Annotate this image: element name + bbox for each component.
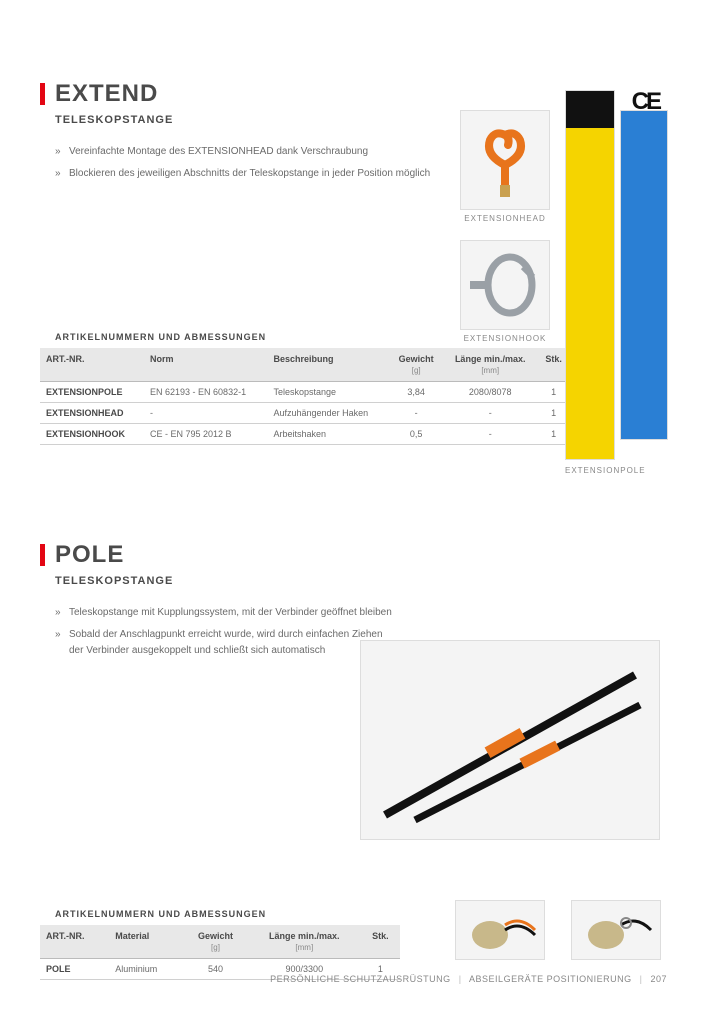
col-art: ART.-NR. (40, 925, 109, 959)
caption-extensionpole: EXTENSIONPOLE (565, 466, 646, 475)
col-desc: Beschreibung (268, 348, 390, 382)
pole-table: ART.-NR. Material Gewicht [g] Länge min.… (40, 925, 400, 980)
product-image-pole (360, 640, 660, 840)
product-thumb-1 (455, 900, 545, 960)
page-footer: PERSÖNLICHE SCHUTZAUSRÜSTUNG | ABSEILGER… (270, 974, 667, 984)
footer-sep: | (640, 974, 643, 984)
product-thumb-2 (571, 900, 661, 960)
col-art: ART.-NR. (40, 348, 144, 382)
section-title-pole: POLE (55, 541, 124, 569)
extend-bullets: Vereinfachte Montage des EXTENSIONHEAD d… (55, 144, 435, 182)
table-row: EXTENSIONHOOK CE - EN 795 2012 B Arbeits… (40, 424, 570, 445)
accent-bar (40, 83, 45, 105)
col-weight: Gewicht [g] (389, 348, 443, 382)
bullet-item: Vereinfachte Montage des EXTENSIONHEAD d… (55, 144, 435, 160)
pole-bullets: Teleskopstange mit Kupplungssystem, mit … (55, 605, 395, 659)
accent-bar (40, 544, 45, 566)
col-weight: Gewicht [g] (183, 925, 247, 959)
col-length: Länge min./max. [mm] (443, 348, 537, 382)
bullet-item: Teleskopstange mit Kupplungssystem, mit … (55, 605, 395, 621)
pole-thumbnails (455, 900, 661, 960)
bullet-item: Sobald der Anschlagpunkt erreicht wurde,… (55, 627, 395, 659)
bullet-item: Blockieren des jeweiligen Abschnitts der… (55, 166, 435, 182)
product-image-bag (620, 110, 668, 440)
table-row: EXTENSIONPOLE EN 62193 - EN 60832-1 Tele… (40, 382, 570, 403)
col-qty: Stk. (361, 925, 400, 959)
product-image-extensionhook (460, 240, 550, 330)
footer-right: ABSEILGERÄTE POSITIONIERUNG (469, 974, 632, 984)
table-row: EXTENSIONHEAD - Aufzuhängender Haken - -… (40, 403, 570, 424)
col-norm: Norm (144, 348, 268, 382)
col-length: Länge min./max. [mm] (248, 925, 361, 959)
section-title-extend: EXTEND (55, 80, 158, 108)
footer-sep: | (459, 974, 462, 984)
footer-page: 207 (650, 974, 667, 984)
product-image-extensionpole (565, 90, 615, 460)
footer-left: PERSÖNLICHE SCHUTZAUSRÜSTUNG (270, 974, 451, 984)
caption-extensionhook: EXTENSIONHOOK (460, 334, 550, 343)
extend-table: ART.-NR. Norm Beschreibung Gewicht [g] L… (40, 348, 570, 445)
section-subtitle-pole: TELESKOPSTANGE (55, 575, 667, 587)
product-image-extensionhead (460, 110, 550, 210)
col-material: Material (109, 925, 183, 959)
caption-extensionhead: EXTENSIONHEAD (460, 214, 550, 223)
